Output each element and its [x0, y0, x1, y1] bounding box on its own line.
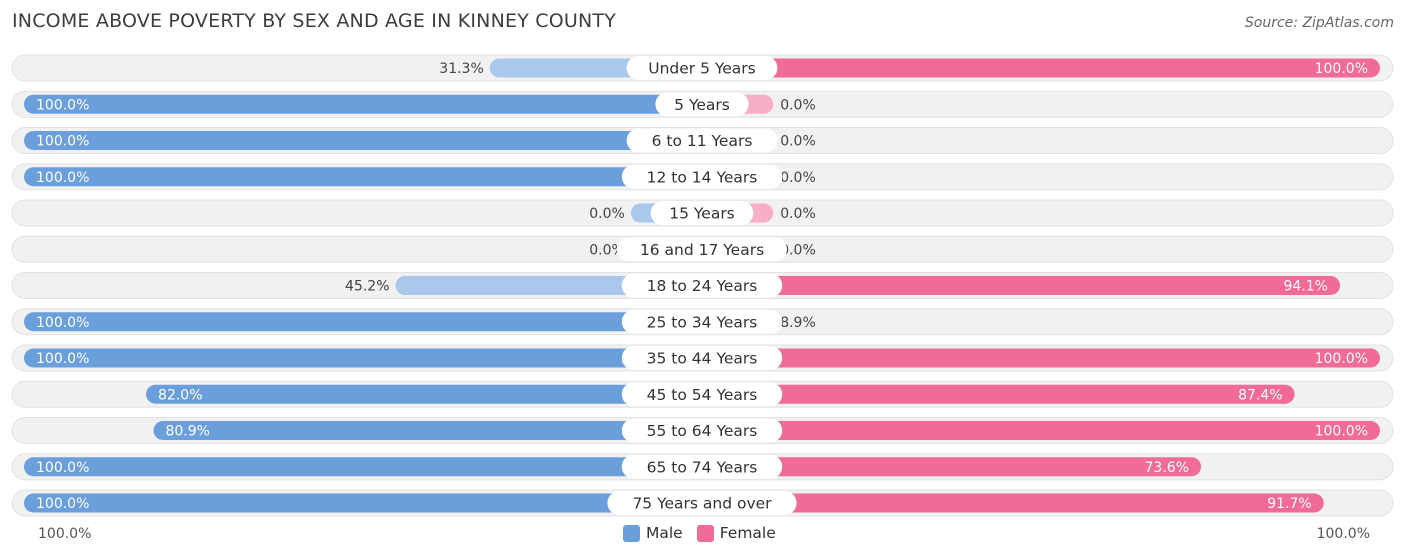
category-pill: [655, 92, 749, 117]
male-value-label: 80.9%: [165, 424, 209, 440]
row-group: 100.0% 0.0% 5 Years: [11, 90, 1394, 118]
male-value-label: 100.0%: [36, 170, 89, 186]
category-label: 35 to 44 Years: [647, 350, 758, 368]
category-pill: [621, 273, 783, 298]
male-bar: [153, 421, 703, 440]
category-label: 65 to 74 Years: [647, 458, 758, 476]
female-value-label: 100.0%: [1315, 61, 1368, 77]
male-bar: [24, 131, 702, 150]
category-label: 18 to 24 Years: [647, 277, 758, 295]
chart-svg: 31.3% 100.0% Under 5 Years 100.0% 0.0% 5 Year…: [11, 54, 1394, 517]
female-bar: [702, 421, 1380, 440]
row-group: 31.3% 100.0% Under 5 Years: [11, 54, 1394, 82]
category-pill: [621, 346, 783, 370]
row-group: 100.0% 0.0% 6 to 11 Years: [11, 127, 1394, 154]
female-value-label: 87.4%: [1238, 387, 1282, 403]
female-value-label: 0.0%: [780, 97, 816, 113]
category-pill: [617, 237, 787, 262]
female-bar: [702, 276, 1340, 295]
category-label: 6 to 11 Years: [652, 132, 753, 150]
female-value-label: 0.0%: [780, 206, 816, 222]
axis-right-label: 100.0%: [1316, 526, 1370, 542]
male-value-label: 100.0%: [36, 315, 89, 331]
female-bar: [702, 348, 1380, 368]
female-value-label: 0.0%: [780, 134, 816, 150]
male-bar: [24, 457, 702, 477]
male-bar: [24, 312, 702, 332]
legend-label-female: Female: [719, 524, 776, 542]
category-pill: [621, 382, 783, 407]
category-pill: [621, 309, 783, 334]
category-label: 45 to 54 Years: [647, 386, 758, 404]
category-label: 5 Years: [674, 96, 730, 114]
category-pill: [621, 418, 783, 443]
male-value-label: 100.0%: [36, 460, 89, 476]
legend: Male Female: [623, 524, 790, 542]
male-value-label: 45.2%: [345, 279, 389, 295]
source-label: Source: ZipAtlas.com: [1244, 15, 1394, 31]
male-value-label: 100.0%: [36, 496, 89, 512]
category-label: 16 and 17 Years: [640, 241, 764, 259]
female-bar: [702, 384, 1295, 404]
female-value-label: 100.0%: [1315, 424, 1368, 440]
male-value-label: 100.0%: [36, 134, 89, 150]
category-label: 12 to 14 Years: [647, 168, 758, 186]
category-label: 55 to 64 Years: [647, 422, 758, 440]
male-value-label: 100.0%: [36, 351, 89, 367]
male-bar: [146, 384, 703, 404]
row-group: 100.0% 91.7% 75 Years and over: [11, 489, 1394, 517]
female-value-label: 100.0%: [1315, 351, 1368, 367]
category-pill: [607, 491, 797, 515]
category-pill: [626, 128, 778, 153]
row-group: 100.0% 8.9% 25 to 34 Years: [11, 308, 1394, 336]
male-bar: [24, 348, 702, 368]
row-group: 100.0% 100.0% 35 to 44 Years: [11, 344, 1394, 372]
category-label: 75 Years and over: [632, 495, 772, 513]
male-value-label: 82.0%: [158, 387, 202, 403]
chart-title: INCOME ABOVE POVERTY BY SEX AND AGE IN K…: [12, 10, 617, 32]
row-group: 100.0% 0.0% 12 to 14 Years: [11, 163, 1394, 191]
category-label: 15 Years: [669, 205, 735, 223]
category-label: Under 5 Years: [648, 60, 756, 78]
legend-item-male: Male: [623, 524, 683, 542]
male-bar: [24, 94, 702, 114]
legend-item-female: Female: [696, 524, 776, 542]
female-bar: [702, 457, 1202, 477]
legend-swatch-female: [696, 524, 714, 542]
category-pill: [626, 56, 778, 80]
male-bar: [24, 167, 702, 187]
male-value-label: 0.0%: [589, 242, 625, 258]
male-bar: [24, 493, 702, 513]
row-group: 0.0% 0.0% 15 Years: [11, 199, 1394, 227]
male-value-label: 0.0%: [589, 206, 625, 222]
female-bar: [702, 58, 1380, 78]
female-value-label: 91.7%: [1267, 496, 1311, 512]
legend-label-male: Male: [646, 524, 683, 542]
row-group: 100.0% 73.6% 65 to 74 Years: [11, 453, 1394, 481]
legend-swatch-male: [623, 524, 640, 542]
female-value-label: 94.1%: [1284, 279, 1328, 295]
category-pill: [650, 201, 754, 225]
row-group: 82.0% 87.4% 45 to 54 Years: [11, 380, 1394, 408]
row-group: 0.0% 0.0% 16 and 17 Years: [11, 235, 1394, 263]
row-group: 45.2% 94.1% 18 to 24 Years: [11, 272, 1394, 299]
category-pill: [621, 454, 783, 479]
female-value-label: 0.0%: [780, 170, 816, 186]
male-value-label: 31.3%: [439, 61, 483, 77]
category-pill: [621, 164, 783, 189]
male-value-label: 100.0%: [36, 97, 89, 113]
female-value-label: 73.6%: [1145, 460, 1189, 476]
axis-left-label: 100.0%: [38, 526, 92, 542]
category-label: 25 to 34 Years: [647, 313, 758, 331]
row-group: 80.9% 100.0% 55 to 64 Years: [11, 417, 1394, 444]
female-bar: [702, 493, 1324, 513]
female-value-label: 8.9%: [780, 315, 816, 331]
female-value-label: 0.0%: [780, 242, 816, 258]
